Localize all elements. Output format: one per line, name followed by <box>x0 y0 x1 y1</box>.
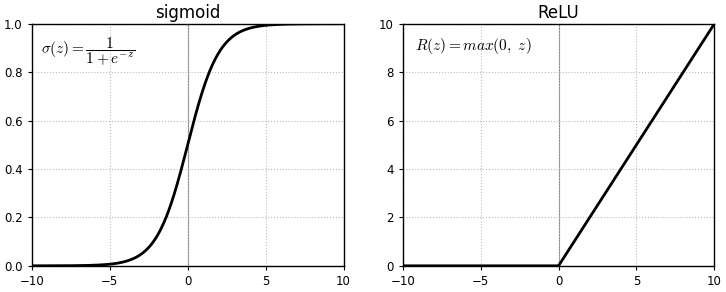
Title: sigmoid: sigmoid <box>155 4 221 22</box>
Title: ReLU: ReLU <box>538 4 579 22</box>
Text: $\sigma(z)=\dfrac{1}{1+e^{-z}}$: $\sigma(z)=\dfrac{1}{1+e^{-z}}$ <box>41 36 135 68</box>
Text: $R(z)=max(0,\  z)$: $R(z)=max(0,\ z)$ <box>415 36 531 56</box>
